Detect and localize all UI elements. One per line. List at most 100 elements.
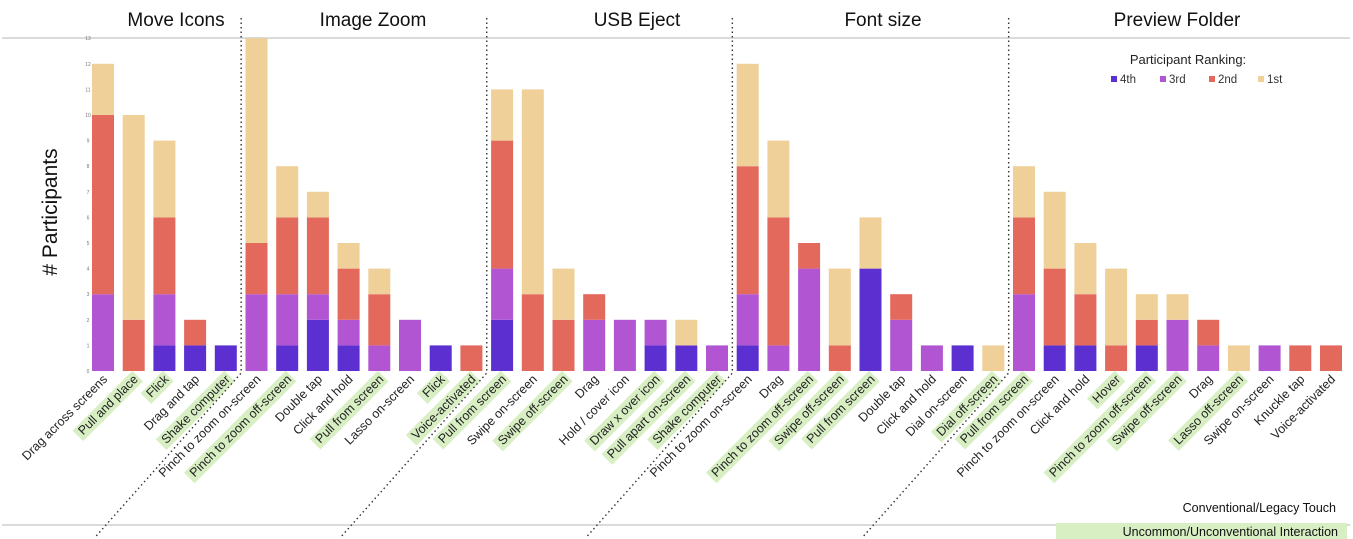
bar-segment-3rd — [644, 319, 667, 346]
bar-segment-1st — [1013, 166, 1035, 218]
unconventional-label-highlight — [405, 370, 481, 446]
group-title: Preview Folder — [1114, 10, 1241, 31]
bar-segment-4th — [429, 345, 452, 371]
group-title: USB Eject — [594, 10, 681, 31]
unconventional-label-highlight — [801, 370, 880, 450]
bar-segment-1st — [552, 268, 575, 320]
bar-segment-3rd — [1258, 345, 1281, 371]
y-tick-label: 9 — [87, 139, 90, 145]
unconventional-label-highlight — [155, 370, 236, 451]
bar-segment-2nd — [337, 268, 360, 320]
bar-segment-2nd — [798, 243, 821, 269]
legend-swatch — [1111, 76, 1117, 82]
y-tick-label: 8 — [87, 164, 90, 170]
group-title: Image Zoom — [320, 10, 427, 31]
bar-segment-4th — [1074, 345, 1097, 371]
bar-segment-3rd — [337, 319, 360, 346]
bar-segment-4th — [153, 345, 176, 371]
legend-swatch — [1160, 76, 1166, 82]
bar-segment-3rd — [399, 319, 421, 371]
group-divider — [341, 18, 488, 537]
legend-label: 2nd — [1218, 74, 1237, 86]
y-tick-label: 7 — [87, 190, 90, 196]
y-tick-label: 1 — [87, 343, 90, 349]
unconventional-label-highlight — [1086, 370, 1126, 410]
y-tick-label: 6 — [87, 215, 90, 221]
bar-segment-2nd — [767, 217, 790, 346]
y-tick-label: 2 — [87, 318, 90, 324]
bar-segment-4th — [276, 345, 299, 371]
bar-segment-1st — [306, 191, 329, 218]
bar-segment-4th — [491, 319, 514, 371]
bar-segment-2nd — [583, 294, 606, 320]
bar-segment-2nd — [890, 294, 913, 320]
bar-segment-1st — [1166, 294, 1189, 320]
unconventional-note-highlight — [1056, 523, 1347, 539]
label-highlight-layer — [72, 370, 1249, 484]
group-divider — [95, 18, 242, 537]
bar-segment-2nd — [491, 140, 514, 269]
unconventional-label-highlight — [72, 370, 143, 442]
bar-segment-3rd — [767, 345, 790, 371]
legend-swatch — [1209, 76, 1215, 82]
group-title: Move Icons — [127, 10, 224, 31]
bar-segment-3rd — [1166, 319, 1189, 371]
bar-segment-1st — [245, 38, 268, 244]
bar-segment-1st — [859, 217, 882, 269]
bar-segment-4th — [306, 319, 329, 371]
bar-segment-1st — [1043, 191, 1066, 269]
bar-segment-1st — [521, 89, 544, 295]
legend-items: 4th 3rd 2nd 1st — [1111, 74, 1283, 86]
bar-segment-2nd — [245, 243, 268, 295]
bar-segment-2nd — [521, 294, 544, 371]
bar-segment-2nd — [306, 217, 329, 295]
unconventional-label-highlight — [647, 370, 727, 451]
bar-segment-2nd — [153, 217, 176, 295]
unconventional-label-highlight — [492, 370, 573, 452]
bar-segment-2nd — [92, 115, 114, 295]
bar-segment-1st — [1135, 294, 1158, 320]
unconventional-label-highlight — [584, 370, 665, 452]
bar-segment-3rd — [890, 319, 913, 371]
bar-segment-1st — [1105, 268, 1128, 346]
group-divider — [586, 18, 734, 537]
legend-label: 3rd — [1169, 74, 1186, 86]
group-title: Font size — [844, 10, 921, 31]
unconventional-label-highlight — [1043, 370, 1157, 484]
bar-segment-1st — [337, 243, 360, 269]
group-divider — [863, 18, 1010, 537]
bar-segment-1st — [1074, 243, 1097, 295]
bar-segment-1st — [92, 63, 114, 115]
bar-segment-1st — [368, 268, 391, 295]
bar-segment-3rd — [245, 294, 268, 371]
bar-segment-2nd — [368, 294, 391, 346]
unconventional-label-highlight — [432, 370, 512, 450]
bars-layer — [92, 38, 1342, 371]
y-tick-label: 4 — [87, 267, 90, 273]
unconventional-label-highlight — [416, 370, 450, 404]
bar-segment-2nd — [1043, 268, 1066, 346]
bar-segment-2nd — [1105, 345, 1128, 371]
bar-segment-4th — [736, 345, 759, 371]
bar-segment-2nd — [828, 345, 851, 371]
bar-segment-4th — [184, 345, 207, 371]
bar-segment-4th — [675, 345, 698, 371]
bar-segment-2nd — [1289, 345, 1312, 371]
bar-segment-2nd — [736, 166, 759, 295]
y-axis-label: # Participants — [39, 148, 62, 275]
bar-segment-3rd — [276, 294, 299, 346]
group-dividers — [95, 18, 1010, 537]
bar-segment-2nd — [552, 319, 575, 371]
bar-segment-1st — [491, 89, 514, 141]
bar-segment-4th — [644, 345, 667, 371]
bar-segment-1st — [767, 140, 790, 218]
bar-segment-2nd — [1013, 217, 1035, 295]
bar-segment-2nd — [460, 345, 483, 371]
y-tick-label: 13 — [85, 36, 91, 42]
bar-segment-4th — [1135, 345, 1158, 371]
y-tick-label: 10 — [85, 113, 91, 119]
y-tick-label: 3 — [87, 292, 90, 298]
unconventional-label-highlight — [1106, 370, 1187, 452]
bar-segment-1st — [122, 115, 145, 320]
bar-segment-1st — [982, 345, 1005, 371]
